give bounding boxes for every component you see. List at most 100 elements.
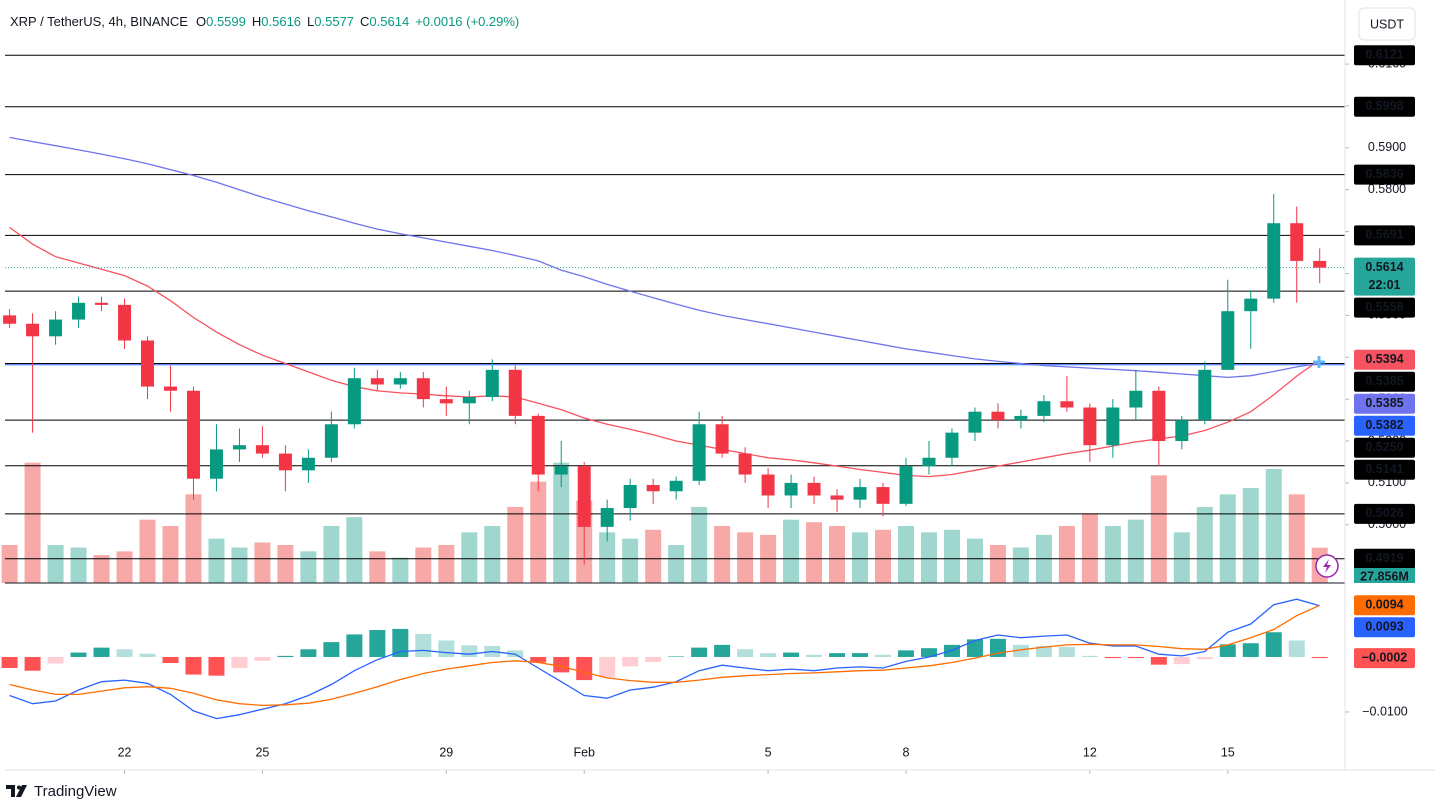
histogram-bar (139, 653, 156, 657)
volume-bar (461, 532, 478, 583)
price-label: 0.5141 (1365, 462, 1403, 476)
x-tick-label: 12 (1083, 745, 1097, 759)
histogram-bar (530, 656, 547, 663)
candle-body (899, 466, 913, 504)
volume-bar (415, 547, 432, 583)
candle-body (1175, 420, 1189, 442)
price-label-box (1354, 595, 1415, 616)
volume-bar (920, 532, 937, 583)
volume-bar (392, 557, 409, 583)
volume-bar (70, 547, 87, 583)
histogram-bar (645, 656, 662, 662)
ohlc-key: H (252, 14, 261, 29)
ohlc-value: 0.5616 (261, 14, 301, 29)
price-label-box (1354, 503, 1415, 524)
volume-bar (553, 462, 570, 583)
currency-label[interactable]: USDT (1370, 17, 1404, 31)
price-label: 0.5836 (1365, 167, 1403, 181)
histogram-bar (599, 656, 616, 678)
histogram-bar (116, 649, 133, 657)
histogram-bar (737, 649, 754, 657)
volume-label-box (1354, 568, 1415, 583)
candle-body (1083, 407, 1097, 446)
histogram-bar (438, 640, 455, 657)
volume-bar (806, 522, 823, 583)
volume-bar (231, 547, 248, 583)
price-label: 0.5385 (1365, 374, 1403, 388)
price-label-box (1354, 257, 1415, 296)
histogram-bar (829, 653, 846, 657)
histogram-bar (208, 656, 225, 676)
candle-body (1221, 311, 1235, 370)
brand: TradingView (34, 783, 117, 800)
moving-average (9, 136, 1320, 379)
volume-bar (530, 481, 547, 583)
price-label-box (1354, 393, 1415, 414)
volume-bar (162, 526, 179, 583)
volume-bar (1, 545, 18, 583)
volume-bar (829, 526, 846, 583)
candle-body (922, 457, 936, 467)
candle-body (1014, 415, 1028, 421)
histogram-bar (461, 645, 478, 657)
currency-button[interactable] (1358, 7, 1416, 41)
candle-body (853, 487, 867, 500)
candle-body (1313, 260, 1327, 268)
histogram-bar (852, 653, 869, 657)
volume-bar (1288, 494, 1305, 583)
candle-body (623, 484, 637, 509)
volume-bar (714, 526, 731, 583)
volume-label: 27.856M (1360, 569, 1409, 583)
candle-body (370, 378, 384, 385)
price-label-box (1354, 548, 1415, 569)
candle-body (1290, 223, 1304, 261)
price-label: 0.5394 (1365, 352, 1403, 366)
y-tick-label: 0.5900 (1368, 140, 1406, 154)
volume-bar (737, 532, 754, 583)
price-label: 0.0093 (1365, 620, 1403, 634)
candle-body (600, 508, 614, 527)
candle-body (830, 495, 844, 500)
histogram-bar (576, 656, 593, 681)
volume-bar (1242, 488, 1259, 583)
histogram-bar (760, 653, 777, 657)
candle-body (945, 432, 959, 458)
candle-body (324, 424, 338, 458)
candle-body (95, 302, 109, 305)
volume-bar (989, 545, 1006, 583)
candle-body (462, 397, 476, 404)
candle-body (738, 453, 752, 475)
candle-body (209, 449, 223, 479)
histogram-bar (1173, 656, 1190, 665)
histogram-bar (1265, 632, 1282, 657)
candle-body (1060, 401, 1074, 408)
histogram-bar (415, 633, 432, 657)
volume-bar (852, 532, 869, 583)
histogram-bar (668, 656, 685, 657)
plot-layer: 0.50000.51000.52000.53000.54000.55000.56… (1, 45, 1415, 774)
price-label: 0.5382 (1365, 418, 1403, 432)
x-tick-label: 5 (765, 745, 772, 759)
price-label-box (1354, 459, 1415, 480)
price-label: 0.5026 (1365, 506, 1403, 520)
volume-bar (438, 545, 455, 583)
price-label-box (1354, 45, 1415, 66)
histogram-bar (231, 656, 248, 668)
price-label-box (1354, 225, 1415, 246)
logo-mark (17, 785, 21, 790)
candle-body (163, 386, 177, 391)
candle-body (784, 482, 798, 496)
volume-bar (599, 532, 616, 583)
x-tick-label: 25 (255, 745, 269, 759)
histogram-bar (254, 656, 271, 661)
price-label-box (1354, 415, 1415, 436)
volume-bar (208, 538, 225, 583)
price-label-box (1354, 437, 1415, 458)
x-tick-label: Feb (573, 745, 595, 759)
volume-bar (943, 529, 960, 583)
ohlc-value: 0.5577 (314, 14, 354, 29)
histogram-bar (875, 654, 892, 657)
candle-body (49, 319, 63, 337)
volume-bar (47, 545, 64, 583)
change: +0.0016 (+0.29%) (415, 14, 519, 29)
